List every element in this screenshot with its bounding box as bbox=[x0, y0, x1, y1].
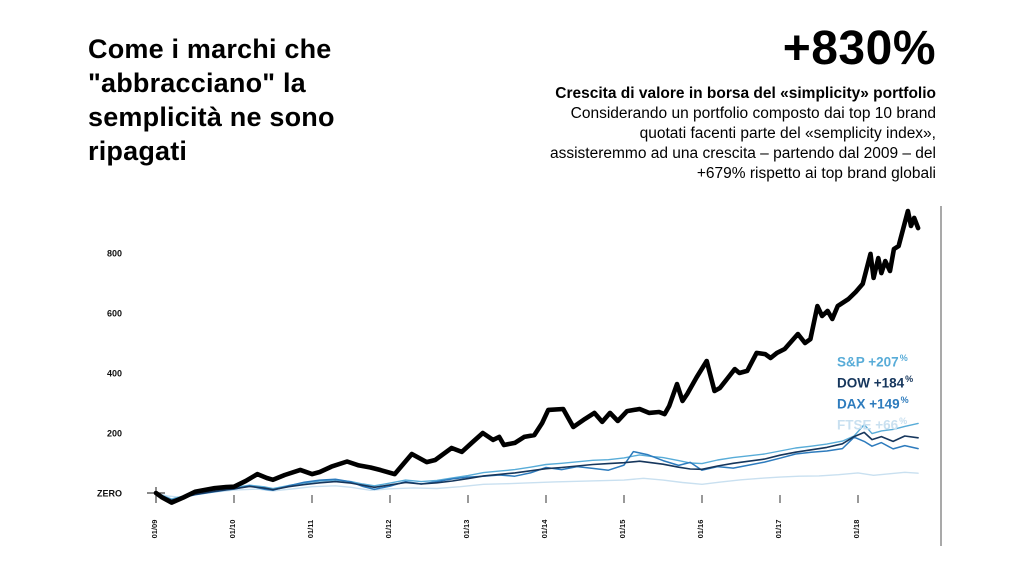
stat-caption-line: assisteremmo ad una crescita – partendo … bbox=[549, 145, 936, 162]
x-axis-label: 01/15 bbox=[618, 520, 627, 539]
legend-item-sp: S&P +207% bbox=[837, 350, 913, 371]
page-title-line: Come i marchi che bbox=[88, 34, 332, 64]
x-axis-label: 01/16 bbox=[696, 520, 705, 539]
y-axis-label: ZERO bbox=[97, 489, 122, 499]
page-title-line: "abbracciano" la bbox=[88, 68, 306, 98]
stat-caption-line: Considerando un portfolio composto dai t… bbox=[570, 105, 936, 122]
series-line-sp bbox=[155, 422, 919, 500]
stat-caption-line: quotati facenti parte del «semplicity in… bbox=[639, 125, 936, 142]
legend-label: FTSE +66 bbox=[837, 417, 899, 433]
legend-percent-sign: % bbox=[899, 353, 908, 363]
y-axis-label: 200 bbox=[107, 429, 122, 439]
legend-item-dax: DAX +149% bbox=[837, 392, 913, 413]
legend-percent-sign: % bbox=[900, 395, 909, 405]
legend-label: DAX +149 bbox=[837, 396, 900, 412]
x-axis-label: 01/11 bbox=[306, 520, 315, 538]
stat-caption-line: +679% rispetto ai top brand globali bbox=[696, 165, 936, 182]
y-axis-label: 800 bbox=[107, 249, 122, 259]
legend-label: S&P +207 bbox=[837, 354, 899, 370]
stat-caption-title: Crescita di valore in borsa del «simplic… bbox=[555, 85, 936, 102]
headline-stat: +830% bbox=[782, 22, 936, 75]
x-axis-label: 01/18 bbox=[852, 520, 861, 539]
x-axis-label: 01/10 bbox=[228, 520, 237, 539]
series-line-dow bbox=[155, 431, 919, 502]
series-line-ftse bbox=[155, 471, 919, 498]
stat-block: +830% Crescita di valore in borsa del «s… bbox=[456, 22, 936, 184]
legend-item-dow: DOW +184% bbox=[837, 371, 913, 392]
x-axis-label: 01/17 bbox=[774, 520, 783, 539]
x-axis-label: 01/13 bbox=[462, 520, 471, 539]
x-axis-label: 01/12 bbox=[384, 520, 393, 539]
y-axis-label: 400 bbox=[107, 369, 122, 379]
x-axis-label: 01/09 bbox=[150, 520, 159, 539]
x-axis-label: 01/14 bbox=[540, 519, 549, 539]
y-axis-label: 600 bbox=[107, 309, 122, 319]
legend-label: DOW +184 bbox=[837, 375, 905, 391]
legend-percent-sign: % bbox=[905, 374, 914, 384]
page-title: Come i marchi che "abbracciano" la sempl… bbox=[88, 32, 488, 168]
chart-legend: S&P +207% DOW +184% DAX +149% FTSE +66% bbox=[837, 350, 913, 434]
legend-item-ftse: FTSE +66% bbox=[837, 413, 913, 434]
page-title-line: ripagati bbox=[88, 136, 188, 166]
series-line-simplicity bbox=[153, 208, 921, 505]
legend-percent-sign: % bbox=[899, 416, 908, 426]
page-title-line: semplicità ne sono bbox=[88, 102, 335, 132]
